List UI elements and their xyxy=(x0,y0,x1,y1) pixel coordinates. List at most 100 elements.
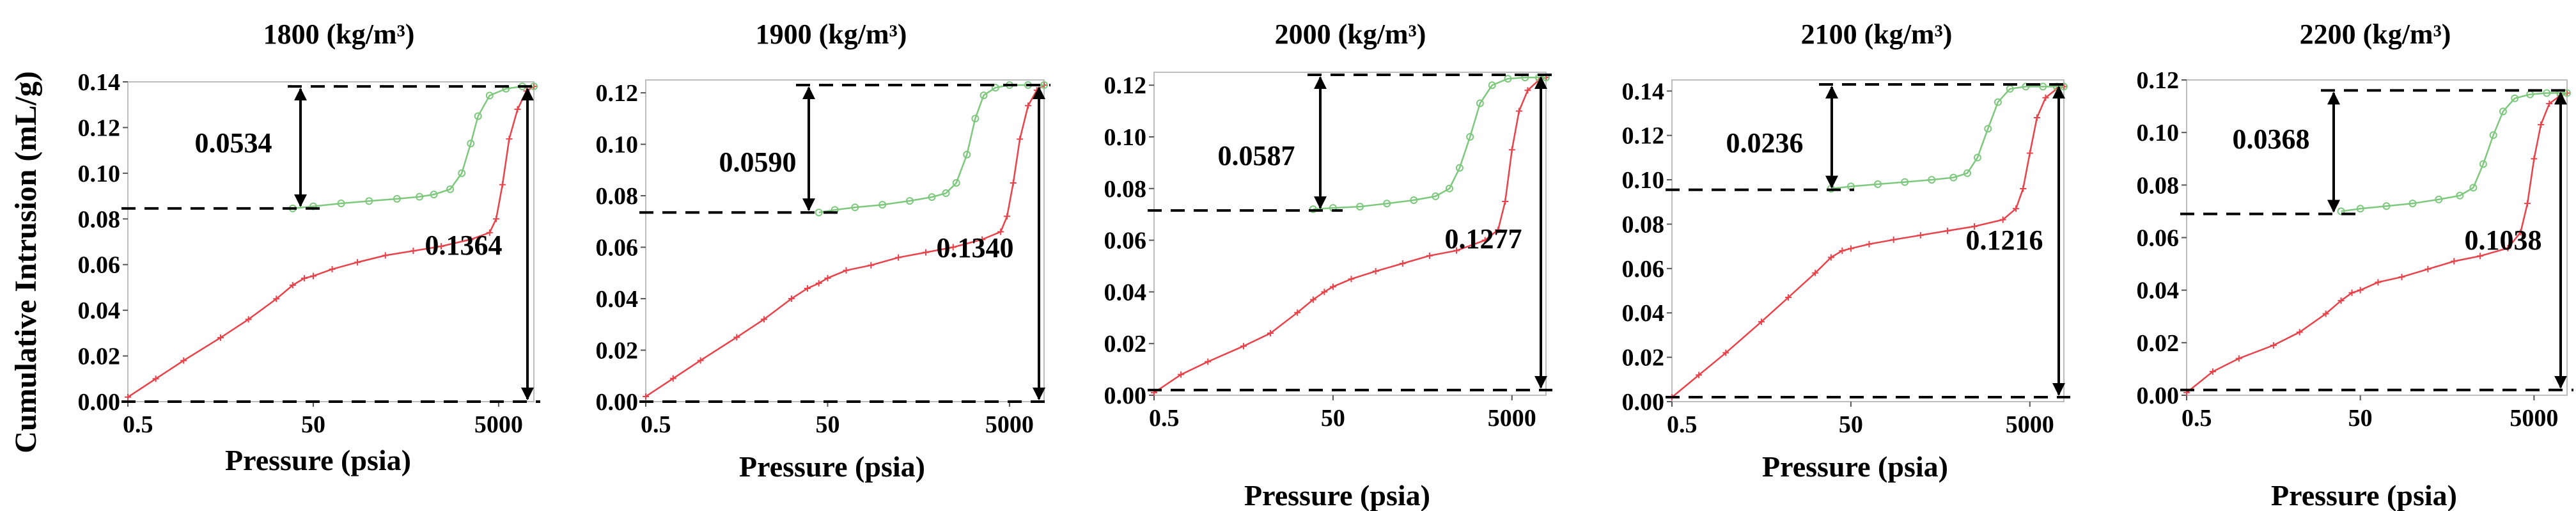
total-intrusion-value-label: 0.1364 xyxy=(425,230,503,261)
extrusion-point xyxy=(1901,178,1909,186)
intrusion-point xyxy=(1866,240,1873,248)
x-tick-label: 5000 xyxy=(1488,405,1536,432)
extrusion-point xyxy=(1356,203,1364,211)
extrusion-point xyxy=(971,114,980,123)
intrusion-point xyxy=(2026,150,2033,157)
x-axis-label: Pressure (psia) xyxy=(1762,450,1948,483)
intrusion-point xyxy=(2270,342,2277,349)
intrusion-point xyxy=(2517,229,2524,236)
y-tick-label: 0.02 xyxy=(1104,331,1147,358)
x-tick-label: 50 xyxy=(1321,405,1345,432)
y-tick-label: 0.06 xyxy=(78,252,121,279)
intrusion-line xyxy=(2186,92,2568,393)
intrusion-point xyxy=(824,274,831,281)
intrusion-point xyxy=(804,285,811,292)
intrusion-point xyxy=(492,216,499,223)
x-tick-label: 50 xyxy=(815,411,839,438)
y-tick-label: 0.12 xyxy=(1104,72,1147,99)
intrusion-line xyxy=(1153,76,1547,394)
intrusion-point xyxy=(1508,146,1515,153)
intrusion-point xyxy=(486,229,493,236)
intrusion-point xyxy=(1178,371,1185,378)
intrusion-point xyxy=(1839,248,1846,255)
hysteresis-value-label: 0.0368 xyxy=(2233,123,2310,155)
y-tick-label: 0.00 xyxy=(1622,389,1665,416)
intrusion-point xyxy=(1372,268,1379,275)
y-tick-label: 0.12 xyxy=(1622,123,1665,150)
extrusion-point xyxy=(851,203,859,212)
extrusion-point xyxy=(952,178,960,187)
intrusion-point xyxy=(2033,114,2040,121)
y-axis-label: Cumulative Intrusion (mL/g) xyxy=(9,71,43,453)
extrusion-point xyxy=(815,208,823,217)
intrusion-point xyxy=(382,252,389,259)
intrusion-point xyxy=(788,295,795,303)
intrusion-point xyxy=(1495,226,1502,233)
y-tick-label: 0.06 xyxy=(596,235,639,262)
chart-title: 2200 (kg/m³) xyxy=(2300,19,2451,50)
chart-title: 1900 (kg/m³) xyxy=(756,19,907,50)
extrusion-point xyxy=(393,194,401,203)
chart-panel-3: 2000 (kg/m³) 0.00 0.02 0.04 0.06 0.08 0.10 0.12… xyxy=(1104,19,1552,511)
extrusion-point xyxy=(337,200,345,207)
extrusion-point xyxy=(2408,200,2417,208)
x-tick-label: 5000 xyxy=(474,411,523,438)
total-intrusion-value-label: 0.1277 xyxy=(1445,223,1522,255)
extrusion-point xyxy=(991,84,999,92)
intrusion-point xyxy=(289,281,296,288)
y-tick-label: 0.04 xyxy=(1622,300,1665,327)
intrusion-point xyxy=(301,275,308,282)
intrusion-point xyxy=(1502,198,1509,205)
y-tick-label: 0.04 xyxy=(2137,278,2180,304)
x-axis-label: Pressure (psia) xyxy=(739,450,925,483)
intrusion-point xyxy=(761,316,768,323)
extrusion-point xyxy=(1928,176,1936,184)
hysteresis-value-label: 0.0590 xyxy=(719,146,797,178)
x-tick-label: 0.5 xyxy=(1149,405,1180,432)
y-tick-label: 0.04 xyxy=(596,286,639,313)
intrusion-point xyxy=(1426,252,1433,259)
x-tick-label: 0.5 xyxy=(2182,405,2212,432)
total-intrusion-value-label: 0.1340 xyxy=(937,232,1014,263)
y-tick-label: 0.10 xyxy=(2137,120,2180,146)
total-intrusion-value-label: 0.1038 xyxy=(2465,224,2542,256)
intrusion-point xyxy=(2546,100,2553,107)
y-tick-label: 0.10 xyxy=(78,161,121,187)
y-tick-label: 0.00 xyxy=(1104,382,1147,409)
extrusion-point xyxy=(458,169,466,177)
extrusion-point xyxy=(2022,83,2030,91)
intrusion-point xyxy=(2296,329,2303,336)
extrusion-point xyxy=(963,150,971,159)
x-tick-label: 5000 xyxy=(2006,411,2054,438)
intrusion-point xyxy=(1722,349,1729,356)
extrusion-point xyxy=(1874,180,1882,189)
intrusion-point xyxy=(1758,318,1765,326)
intrusion-point xyxy=(354,259,361,266)
intrusion-point xyxy=(922,249,929,256)
extrusion-point xyxy=(1445,184,1453,193)
intrusion-point xyxy=(1399,260,1406,267)
chart-panel-5: 2200 (kg/m³) 0.00 0.02 0.04 0.06 0.08 0.10 0.12… xyxy=(2137,19,2573,511)
intrusion-point xyxy=(499,181,506,188)
chart-title: 2000 (kg/m³) xyxy=(1275,19,1426,50)
extrusion-line xyxy=(1831,86,2064,190)
intrusion-point xyxy=(733,334,740,341)
intrusion-point xyxy=(1785,294,1792,301)
x-tick-label: 0.5 xyxy=(641,411,671,438)
extrusion-line xyxy=(2341,92,2567,212)
extrusion-point xyxy=(2382,202,2391,210)
intrusion-point xyxy=(979,236,986,243)
extrusion-point xyxy=(446,185,455,193)
y-tick-label: 0.12 xyxy=(596,80,639,107)
extrusion-point xyxy=(980,91,988,100)
x-tick-label: 50 xyxy=(2348,405,2373,432)
intrusion-line xyxy=(1671,86,2065,398)
x-tick-label: 0.5 xyxy=(123,411,153,438)
extrusion-point xyxy=(1504,75,1512,83)
extrusion-point xyxy=(1949,173,1958,182)
intrusion-point xyxy=(410,248,417,255)
intrusion-point xyxy=(2398,274,2405,281)
intrusion-point xyxy=(514,106,521,113)
intrusion-point xyxy=(467,236,474,243)
intrusion-line xyxy=(645,84,1045,398)
